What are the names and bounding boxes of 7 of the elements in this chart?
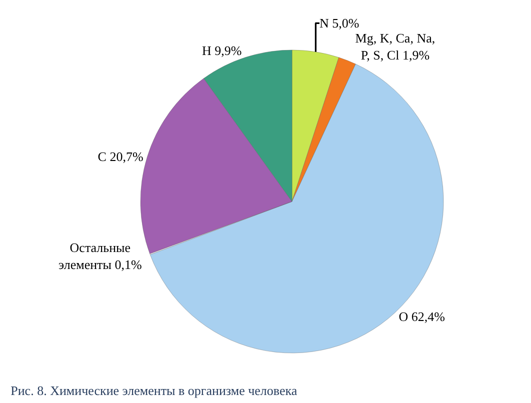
slice-label: C 20,7%	[98, 148, 144, 164]
slice-label: O 62,4%	[398, 309, 446, 324]
slice-label: N 5,0%	[319, 16, 360, 31]
slice-label: H 9,9%	[202, 42, 242, 58]
text: Рис. 8. Химические элементы в организме человека	[10, 382, 298, 398]
slice-label: Остальные элементы 0,1%	[58, 240, 142, 272]
slice-label: Mg, K, Ca, Na, P, S, Cl 1,9%	[355, 30, 436, 63]
